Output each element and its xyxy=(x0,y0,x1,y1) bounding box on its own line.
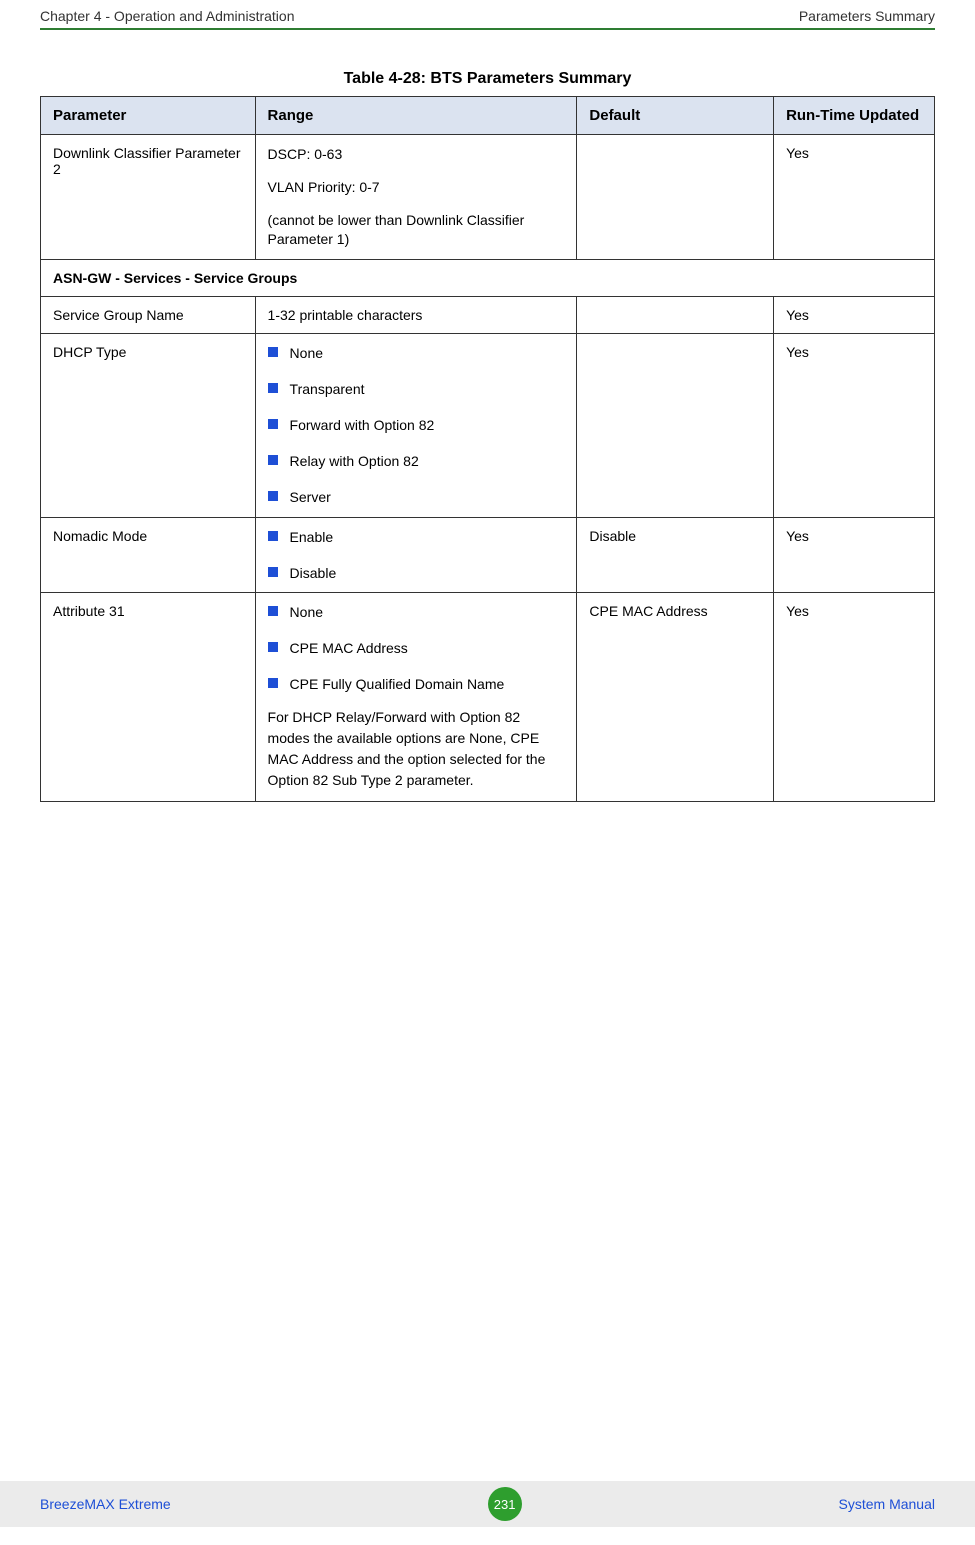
cell-parameter: Attribute 31 xyxy=(41,592,256,802)
cell-range: DSCP: 0-63 VLAN Priority: 0-7 (cannot be… xyxy=(255,135,577,260)
range-paragraph: DSCP: 0-63 xyxy=(268,145,565,164)
table-header-row: Parameter Range Default Run-Time Updated xyxy=(41,97,935,135)
page-header: Chapter 4 - Operation and Administration… xyxy=(0,0,975,28)
range-bullet: Forward with Option 82 xyxy=(268,416,565,434)
footer-left: BreezeMAX Extreme xyxy=(40,1496,171,1512)
header-left: Chapter 4 - Operation and Administration xyxy=(40,8,294,24)
cell-runtime: Yes xyxy=(774,296,935,333)
range-bullet: CPE MAC Address xyxy=(268,639,565,657)
range-bullet: None xyxy=(268,344,565,362)
range-paragraph: VLAN Priority: 0-7 xyxy=(268,178,565,197)
col-header-runtime: Run-Time Updated xyxy=(774,97,935,135)
range-bullet: Disable xyxy=(268,564,565,582)
table-row: Attribute 31 None CPE MAC Address CPE Fu… xyxy=(41,592,935,802)
table-row: Downlink Classifier Parameter 2 DSCP: 0-… xyxy=(41,135,935,260)
range-bullet: Enable xyxy=(268,528,565,546)
cell-runtime: Yes xyxy=(774,592,935,802)
cell-range: None Transparent Forward with Option 82 … xyxy=(255,333,577,517)
cell-parameter: Nomadic Mode xyxy=(41,517,256,592)
table-row: DHCP Type None Transparent Forward with … xyxy=(41,333,935,517)
section-label: ASN-GW - Services - Service Groups xyxy=(41,259,935,296)
page-number-badge: 231 xyxy=(488,1487,522,1521)
range-paragraph: (cannot be lower than Downlink Classifie… xyxy=(268,211,565,249)
cell-runtime: Yes xyxy=(774,517,935,592)
cell-parameter: Service Group Name xyxy=(41,296,256,333)
header-rule xyxy=(40,28,935,30)
table-caption: Table 4-28: BTS Parameters Summary xyxy=(0,70,975,88)
range-note: For DHCP Relay/Forward with Option 82 mo… xyxy=(268,707,565,791)
col-header-default: Default xyxy=(577,97,774,135)
table-section-row: ASN-GW - Services - Service Groups xyxy=(41,259,935,296)
range-bullet: None xyxy=(268,603,565,621)
page-footer: BreezeMAX Extreme 231 System Manual xyxy=(0,1481,975,1527)
cell-range: 1-32 printable characters xyxy=(255,296,577,333)
footer-right: System Manual xyxy=(839,1496,935,1512)
header-right: Parameters Summary xyxy=(799,8,935,24)
cell-default xyxy=(577,333,774,517)
range-bullet: Server xyxy=(268,488,565,506)
cell-runtime: Yes xyxy=(774,333,935,517)
cell-range: Enable Disable xyxy=(255,517,577,592)
cell-runtime: Yes xyxy=(774,135,935,260)
col-header-parameter: Parameter xyxy=(41,97,256,135)
table-row: Nomadic Mode Enable Disable Disable Yes xyxy=(41,517,935,592)
cell-default xyxy=(577,135,774,260)
cell-parameter: Downlink Classifier Parameter 2 xyxy=(41,135,256,260)
footer-center: 231 xyxy=(488,1487,522,1521)
range-bullet: Transparent xyxy=(268,380,565,398)
cell-range: None CPE MAC Address CPE Fully Qualified… xyxy=(255,592,577,802)
range-bullet: CPE Fully Qualified Domain Name xyxy=(268,675,565,693)
cell-default: Disable xyxy=(577,517,774,592)
parameters-table: Parameter Range Default Run-Time Updated… xyxy=(40,96,935,802)
table-row: Service Group Name 1-32 printable charac… xyxy=(41,296,935,333)
cell-default: CPE MAC Address xyxy=(577,592,774,802)
cell-default xyxy=(577,296,774,333)
range-bullet: Relay with Option 82 xyxy=(268,452,565,470)
cell-parameter: DHCP Type xyxy=(41,333,256,517)
col-header-range: Range xyxy=(255,97,577,135)
